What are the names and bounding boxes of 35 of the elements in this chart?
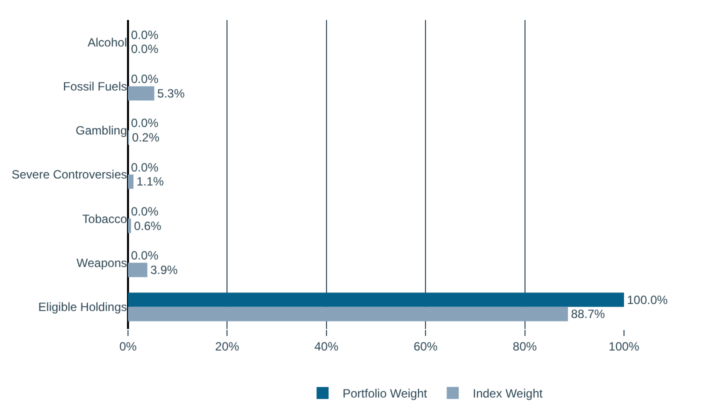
y-tick-label: Weapons	[76, 256, 127, 270]
y-tick-label: Fossil Fuels	[62, 79, 127, 94]
data-label: 100.0%	[627, 292, 668, 307]
x-tick-label: 20%	[215, 339, 240, 354]
data-label: 3.9%	[150, 262, 178, 277]
y-tick-label: Gambling	[76, 124, 127, 138]
data-label: 1.1%	[136, 174, 164, 189]
y-tick-label: Tobacco	[82, 212, 128, 226]
data-label: 0.0%	[131, 160, 159, 174]
bar	[128, 174, 134, 189]
data-label: 0.0%	[131, 204, 159, 218]
data-label: 0.6%	[134, 218, 162, 233]
y-tick-label: Severe Controversies	[12, 168, 127, 182]
bar	[128, 218, 131, 233]
bar	[128, 86, 154, 101]
bar	[128, 262, 148, 278]
y-tick-label: Alcohol	[88, 35, 127, 50]
data-label: 0.0%	[131, 28, 159, 42]
x-tick-label: 40%	[314, 339, 339, 354]
x-tick-label: 80%	[512, 339, 538, 354]
legend-label: Portfolio Weight	[342, 386, 428, 401]
x-tick-label: 0%	[119, 339, 137, 354]
data-label: 5.3%	[157, 86, 185, 100]
data-label: 0.0%	[131, 116, 159, 130]
legend-label: Index Weight	[472, 386, 544, 401]
data-label: 0.2%	[132, 130, 160, 145]
data-label: 0.0%	[131, 72, 159, 86]
bar	[128, 306, 568, 322]
data-label: 0.0%	[131, 42, 159, 56]
data-label: 88.7%	[570, 307, 606, 322]
x-tick-label: 100%	[608, 339, 640, 354]
data-label: 0.0%	[131, 248, 159, 263]
y-tick-label: Eligible Holdings	[38, 300, 127, 314]
bar	[128, 292, 624, 307]
x-tick-label: 60%	[414, 339, 438, 354]
